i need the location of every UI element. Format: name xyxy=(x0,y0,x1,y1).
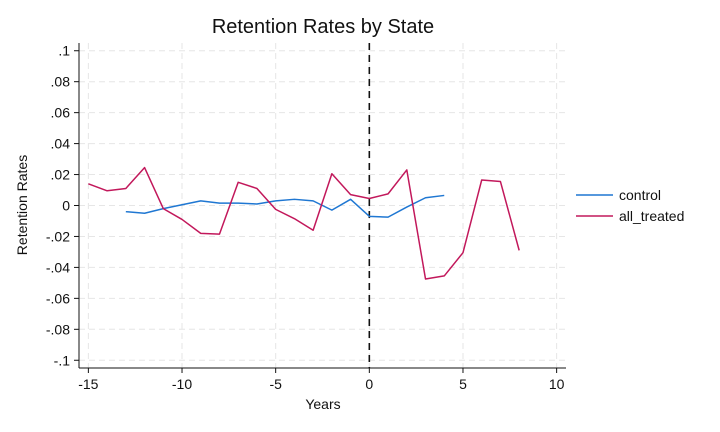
x-tick-label: -10 xyxy=(172,376,192,392)
legend: control all_treated xyxy=(576,187,684,224)
y-tick-label: -.06 xyxy=(46,290,70,306)
y-tick-label: 0 xyxy=(62,198,70,214)
x-tick-label: 0 xyxy=(365,376,373,392)
y-tick-label: .1 xyxy=(58,43,70,59)
y-axis-label: Retention Rates xyxy=(14,155,30,255)
chart-title: Retention Rates by State xyxy=(212,16,434,38)
y-tick-label: -.02 xyxy=(46,228,70,244)
y-tick-label: .04 xyxy=(51,136,71,152)
y-tick-label: -.04 xyxy=(46,259,70,275)
x-tick-label: -15 xyxy=(78,376,98,392)
axes: .1 .08 .06 .04 .02 0 -.02 -.04 -.06 -.08 -.1 -15 -10… xyxy=(46,43,566,392)
legend-label-control: control xyxy=(619,187,661,203)
series-line-all-treated xyxy=(88,166,520,280)
y-tick-label: -.08 xyxy=(46,321,70,337)
y-tick-label: .02 xyxy=(51,167,71,183)
y-tick-label: .06 xyxy=(51,105,71,121)
y-tick-label: .08 xyxy=(51,74,71,90)
legend-label-all-treated: all_treated xyxy=(619,208,684,224)
x-tick-label: 10 xyxy=(549,376,565,392)
x-tick-label: -5 xyxy=(269,376,282,392)
y-tick-label: -.1 xyxy=(54,352,71,368)
x-axis-label: Years xyxy=(305,396,340,412)
series-lines xyxy=(88,166,520,280)
series-line-control xyxy=(125,194,445,218)
x-tick-label: 5 xyxy=(459,376,467,392)
